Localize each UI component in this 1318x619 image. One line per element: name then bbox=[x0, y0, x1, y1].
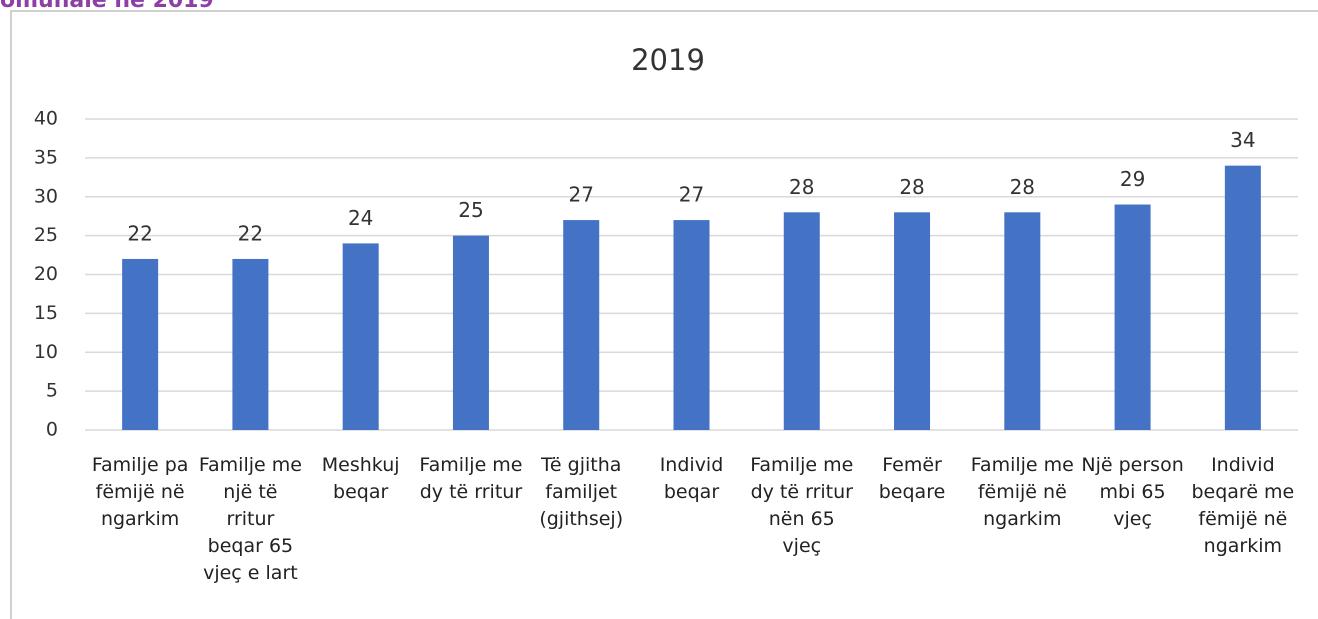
bar bbox=[452, 235, 489, 430]
bar bbox=[563, 220, 600, 430]
y-tick-label: 5 bbox=[46, 380, 58, 402]
bar bbox=[1114, 204, 1151, 430]
x-tick-label: Familje me dy të rritur bbox=[419, 454, 523, 503]
bar bbox=[894, 212, 931, 430]
data-label: 27 bbox=[569, 183, 594, 207]
bar bbox=[673, 220, 710, 430]
x-tick-label: Meshkuj beqar bbox=[321, 454, 400, 503]
x-tick-label: Individ beqarë me fëmijë në ngarkim bbox=[1191, 454, 1295, 557]
x-tick-label: Familje me dy të rritur nën 65 vjeç bbox=[750, 454, 854, 557]
data-label: 27 bbox=[679, 183, 704, 207]
bar bbox=[783, 212, 820, 430]
data-label: 29 bbox=[1120, 167, 1145, 191]
bar bbox=[1224, 165, 1261, 430]
x-tick-label: Një person mbi 65 vjeç bbox=[1081, 454, 1184, 530]
bar bbox=[232, 258, 269, 430]
y-tick-label: 40 bbox=[34, 108, 58, 130]
bar bbox=[122, 258, 159, 430]
data-label: 28 bbox=[899, 175, 924, 199]
y-tick-label: 20 bbox=[34, 263, 58, 285]
x-tick-label: Të gjitha familjet (gjithsej) bbox=[539, 454, 624, 530]
data-label: 28 bbox=[1010, 175, 1035, 199]
y-tick-label: 0 bbox=[46, 419, 58, 441]
y-tick-label: 30 bbox=[34, 185, 58, 207]
data-label: 24 bbox=[348, 206, 373, 230]
x-tick-label: Familje me fëmijë në ngarkim bbox=[970, 454, 1074, 530]
bar bbox=[1004, 212, 1041, 430]
chart-title: 2019 bbox=[631, 43, 705, 77]
y-tick-label: 25 bbox=[34, 224, 58, 246]
x-tick-label: Familje pa fëmijë në ngarkim bbox=[91, 454, 189, 530]
data-label: 25 bbox=[458, 198, 483, 222]
y-tick-label: 35 bbox=[34, 146, 58, 168]
data-label: 22 bbox=[238, 221, 263, 245]
chart-frame bbox=[10, 10, 1318, 619]
y-tick-label: 15 bbox=[34, 302, 58, 324]
data-label: 34 bbox=[1230, 128, 1255, 152]
data-label: 28 bbox=[789, 175, 814, 199]
x-tick-label: Individ beqar bbox=[659, 454, 724, 503]
data-label: 22 bbox=[127, 221, 152, 245]
bar bbox=[342, 243, 379, 430]
y-tick-label: 10 bbox=[34, 341, 58, 363]
x-tick-label: Familje me një të rritur beqar 65 vjeç e… bbox=[198, 454, 302, 584]
section-heading: omunale në 2019 bbox=[0, 0, 214, 13]
x-tick-label: Femër beqare bbox=[878, 454, 946, 503]
